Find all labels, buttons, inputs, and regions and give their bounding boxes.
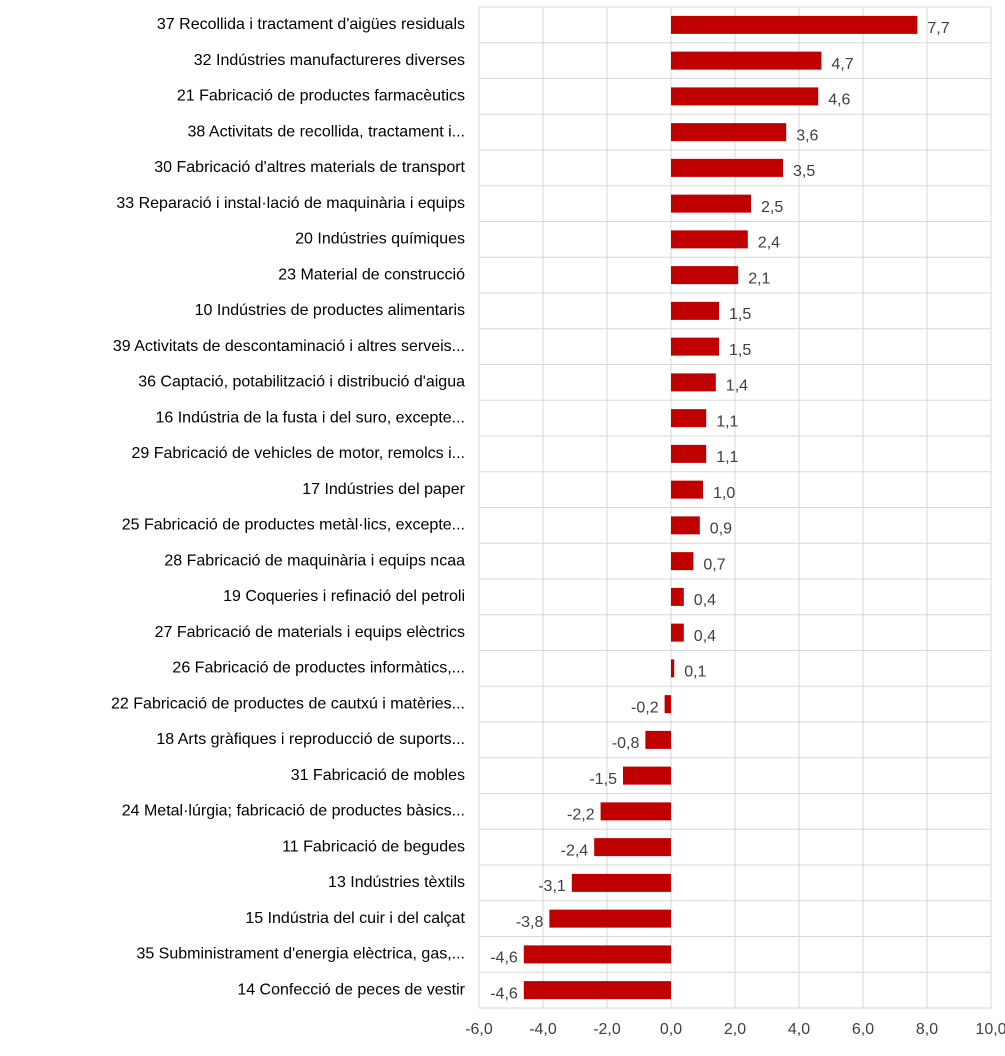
bar (671, 51, 822, 70)
y-tick-label: 17 Indústries del paper (302, 481, 465, 498)
bar (671, 552, 694, 571)
y-tick-label: 22 Fabricació de productes de cautxú i m… (111, 695, 465, 712)
y-tick-label: 20 Indústries químiques (295, 231, 465, 248)
bar (671, 230, 748, 249)
bar (645, 730, 671, 749)
y-tick-label: 16 Indústria de la fusta i del suro, exc… (155, 409, 465, 426)
bar (671, 15, 918, 34)
value-label: 1,0 (713, 485, 735, 502)
value-label: 7,7 (927, 20, 949, 37)
y-tick-label: 21 Fabricació de productes farmacèutics (177, 88, 465, 105)
x-tick-label: -4,0 (529, 1021, 557, 1038)
value-label: 2,1 (748, 270, 770, 287)
value-label: 0,1 (684, 664, 706, 681)
x-tick-label: 0,0 (660, 1021, 682, 1038)
value-label: -3,8 (516, 914, 544, 931)
y-tick-label: 31 Fabricació de mobles (291, 767, 465, 784)
y-tick-label: 25 Fabricació de productes metàl·lics, e… (122, 517, 465, 534)
value-label: -2,2 (567, 807, 595, 824)
value-label: 3,5 (793, 163, 815, 180)
y-tick-label: 37 Recollida i tractament d'aigües resid… (157, 16, 465, 33)
y-tick-label: 39 Activitats de descontaminació i altre… (113, 338, 465, 355)
y-tick-label: 15 Indústria del cuir i del calçat (245, 910, 465, 927)
bar (671, 444, 707, 463)
y-tick-label: 38 Activitats de recollida, tractament i… (188, 123, 465, 140)
y-tick-label: 27 Fabricació de materials i equips elèc… (155, 624, 465, 641)
bar (671, 301, 719, 320)
y-tick-label: 33 Reparació i instal·lació de maquinàri… (116, 195, 465, 212)
bar (671, 123, 787, 142)
bar (671, 409, 707, 428)
value-label: 4,6 (828, 92, 850, 109)
bar (523, 945, 671, 964)
bar (671, 373, 716, 392)
value-label: 2,4 (758, 235, 780, 252)
y-tick-label: 24 Metal·lúrgia; fabricació de productes… (122, 803, 465, 820)
value-label: -3,1 (538, 878, 566, 895)
value-label: 3,6 (796, 127, 818, 144)
bar (523, 981, 671, 1000)
value-label: -2,4 (561, 842, 589, 859)
value-label: 1,1 (716, 449, 738, 466)
value-label: 4,7 (831, 56, 853, 73)
value-label: 1,1 (716, 413, 738, 430)
bar (671, 266, 739, 285)
y-tick-label: 10 Indústries de productes alimentaris (195, 302, 465, 319)
value-label: 2,5 (761, 199, 783, 216)
y-tick-label: 30 Fabricació d'altres materials de tran… (154, 159, 465, 176)
bar (671, 623, 684, 642)
x-tick-label: 6,0 (852, 1021, 874, 1038)
y-tick-label: 13 Indústries tèxtils (328, 874, 465, 891)
y-tick-label: 19 Coqueries i refinació del petroli (223, 588, 465, 605)
value-label: 0,4 (694, 628, 716, 645)
x-tick-label: 8,0 (916, 1021, 938, 1038)
x-tick-label: 2,0 (724, 1021, 746, 1038)
y-tick-label: 36 Captació, potabilització i distribuci… (138, 374, 465, 391)
bar (671, 480, 703, 499)
value-label: -0,8 (612, 735, 640, 752)
bar (594, 838, 671, 857)
bar (664, 695, 671, 714)
y-tick-label: 11 Fabricació de begudes (282, 838, 465, 855)
bar (549, 909, 671, 928)
x-tick-label: -2,0 (593, 1021, 621, 1038)
bar (571, 873, 671, 892)
bar (671, 516, 700, 535)
y-tick-label: 29 Fabricació de vehicles de motor, remo… (132, 445, 465, 462)
y-tick-label: 14 Confecció de peces de vestir (237, 981, 465, 998)
y-tick-label: 26 Fabricació de productes informàtics,.… (172, 660, 465, 677)
bar (671, 194, 751, 213)
value-label: 0,9 (710, 521, 732, 538)
value-label: 0,4 (694, 592, 716, 609)
y-tick-label: 23 Material de construcció (278, 266, 465, 283)
bar (671, 158, 783, 177)
x-tick-label: 10,0 (975, 1021, 1005, 1038)
bar (671, 659, 675, 678)
value-label: 1,5 (729, 342, 751, 359)
bar (671, 337, 719, 356)
value-label: 0,7 (703, 556, 725, 573)
value-label: -0,2 (631, 699, 659, 716)
bar (671, 587, 684, 606)
value-label: -4,6 (490, 950, 518, 967)
x-tick-label: 4,0 (788, 1021, 810, 1038)
bar (600, 802, 671, 821)
value-label: 1,5 (729, 306, 751, 323)
y-tick-label: 28 Fabricació de maquinària i equips nca… (164, 552, 465, 569)
value-label: -1,5 (589, 771, 617, 788)
bar (671, 87, 819, 106)
y-tick-label: 18 Arts gràfiques i reproducció de supor… (156, 731, 465, 748)
y-tick-label: 32 Indústries manufactureres diverses (194, 52, 465, 69)
value-label: 1,4 (726, 378, 748, 395)
bar (623, 766, 671, 785)
value-label: -4,6 (490, 985, 518, 1002)
x-tick-label: -6,0 (465, 1021, 493, 1038)
y-tick-label: 35 Subministrament d'energia elèctrica, … (136, 946, 465, 963)
